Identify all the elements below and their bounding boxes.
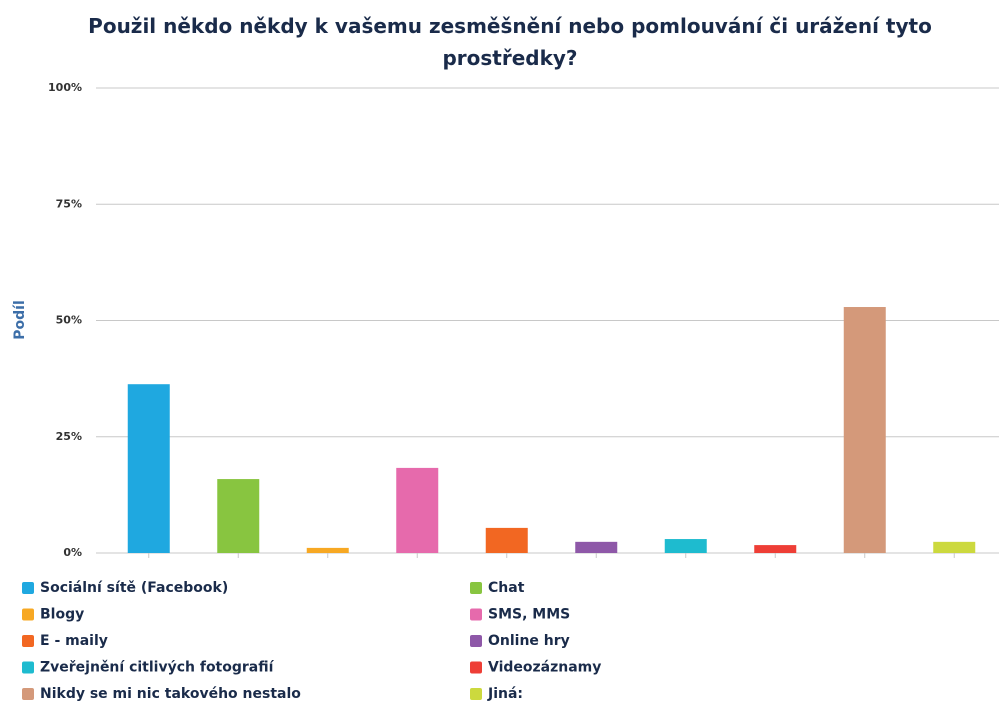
legend-marker — [22, 661, 34, 674]
bar — [306, 547, 349, 553]
bar — [843, 307, 886, 553]
legend-label: Nikdy se mi nic takového nestalo — [40, 686, 301, 702]
legend-label: Videozáznamy — [488, 660, 601, 676]
bar — [754, 545, 797, 553]
legend-marker — [470, 661, 482, 674]
y-axis-label: Podíl — [12, 300, 28, 340]
bar — [396, 467, 439, 553]
y-tick-label: 25% — [56, 430, 82, 443]
legend-marker — [22, 582, 34, 594]
bar — [127, 384, 170, 553]
legend-marker — [470, 688, 482, 700]
legend-label: Chat — [488, 580, 525, 596]
legend-label: E - maily — [40, 633, 108, 649]
legend-label: Sociální sítě (Facebook) — [40, 580, 228, 596]
bar — [933, 541, 976, 553]
y-tick-label: 50% — [56, 314, 82, 327]
legend-label: Jiná: — [487, 686, 523, 702]
legend-label: Blogy — [40, 607, 84, 623]
legend-marker — [22, 608, 34, 621]
bar — [485, 527, 528, 553]
legend-marker — [470, 635, 482, 647]
legend-marker — [470, 582, 482, 594]
bar — [575, 541, 618, 553]
bar — [217, 479, 260, 553]
legend-marker — [470, 608, 482, 621]
y-tick-label: 0% — [63, 546, 82, 559]
bar — [664, 539, 707, 553]
legend-label: SMS, MMS — [488, 607, 570, 623]
legend-label: Zveřejnění citlivých fotografií — [40, 660, 275, 676]
legend-label: Online hry — [488, 633, 570, 649]
legend-marker — [22, 635, 34, 647]
legend-marker — [22, 688, 34, 700]
y-tick-label: 100% — [48, 81, 82, 94]
chart-title: Použil někdo někdy k vašemu zesměšnění n… — [88, 14, 932, 70]
y-tick-label: 75% — [56, 197, 82, 210]
